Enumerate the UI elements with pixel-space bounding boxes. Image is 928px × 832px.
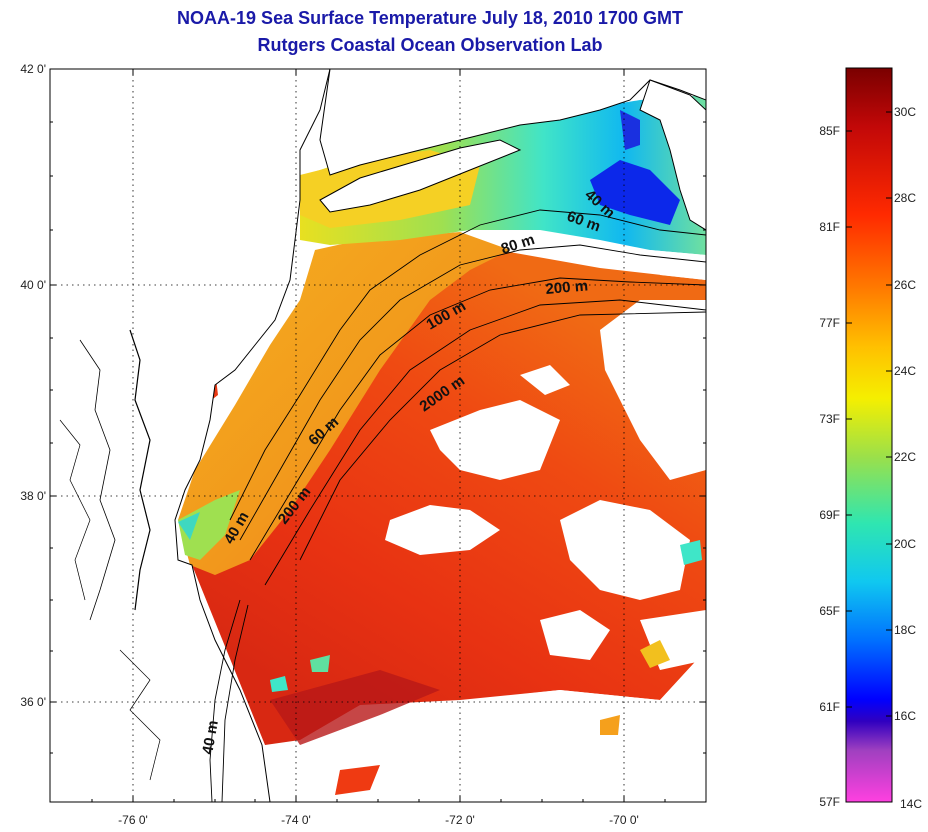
cbar-f-65: 65F: [819, 604, 840, 618]
lon-label-74: -74 0': [281, 813, 311, 827]
lat-label-42: 42 0': [20, 62, 46, 76]
lat-label-40: 40 0': [20, 278, 46, 292]
contour-label-40m-s: 40 m: [199, 719, 222, 756]
bathymetry-contours: [209, 209, 706, 802]
cbar-c-22: 22C: [894, 450, 916, 464]
lon-label-70: -70 0': [609, 813, 639, 827]
cbar-c-18: 18C: [894, 623, 916, 637]
cbar-f-85: 85F: [819, 124, 840, 138]
cloud-fringe-patches: [270, 540, 702, 795]
cbar-f-61: 61F: [819, 700, 840, 714]
graticule: [50, 69, 706, 802]
inland-river-3: [119, 649, 161, 781]
cbar-c-30: 30C: [894, 105, 916, 119]
cbar-f-81: 81F: [819, 220, 840, 234]
longitude-labels: -76 0' -74 0' -72 0' -70 0': [118, 813, 639, 827]
southern-shelf-green: [178, 490, 240, 560]
map-subtitle: Rutgers Coastal Ocean Observation Lab: [257, 35, 603, 55]
cbar-c-28: 28C: [894, 191, 916, 205]
cbar-c-24: 24C: [894, 364, 916, 378]
inland-river: [79, 339, 116, 621]
warm-core: [270, 670, 440, 745]
southern-shelf-cyan: [178, 512, 200, 540]
chesapeake-outline: [129, 329, 151, 611]
cbar-f-69: 69F: [819, 508, 840, 522]
shelf-water: [178, 232, 510, 575]
map-title: NOAA-19 Sea Surface Temperature July 18,…: [177, 8, 683, 28]
inland-river-2: [59, 419, 91, 601]
cbar-f-77: 77F: [819, 316, 840, 330]
colorbar-ramp: [845, 67, 893, 803]
cbar-c-14: 14C: [900, 797, 922, 811]
axis-ticks: [50, 68, 706, 802]
lon-label-72: -72 0': [445, 813, 475, 827]
latitude-labels: 42 0' 40 0' 38 0' 36 0': [20, 62, 46, 709]
cloud-mask: [320, 250, 706, 802]
lat-label-38: 38 0': [20, 489, 46, 503]
lon-label-76: -76 0': [118, 813, 148, 827]
cbar-c-16: 16C: [894, 709, 916, 723]
cold-pool: [590, 160, 680, 225]
lat-label-36: 36 0': [20, 695, 46, 709]
colorbar: 85F 81F 77F 73F 69F 65F 61F 57F 30C 28C …: [819, 67, 922, 811]
cbar-c-20: 20C: [894, 537, 916, 551]
sst-field: 40 m 60 m 80 m 200 m 100 m 2000 m 60 m 2…: [50, 69, 706, 802]
cold-pool-north: [620, 110, 640, 150]
cbar-c-26: 26C: [894, 278, 916, 292]
contour-label-200m-ne: 200 m: [545, 277, 589, 298]
land-mass: [50, 69, 706, 802]
cbar-f-73: 73F: [819, 412, 840, 426]
cbar-f-57: 57F: [819, 795, 840, 809]
